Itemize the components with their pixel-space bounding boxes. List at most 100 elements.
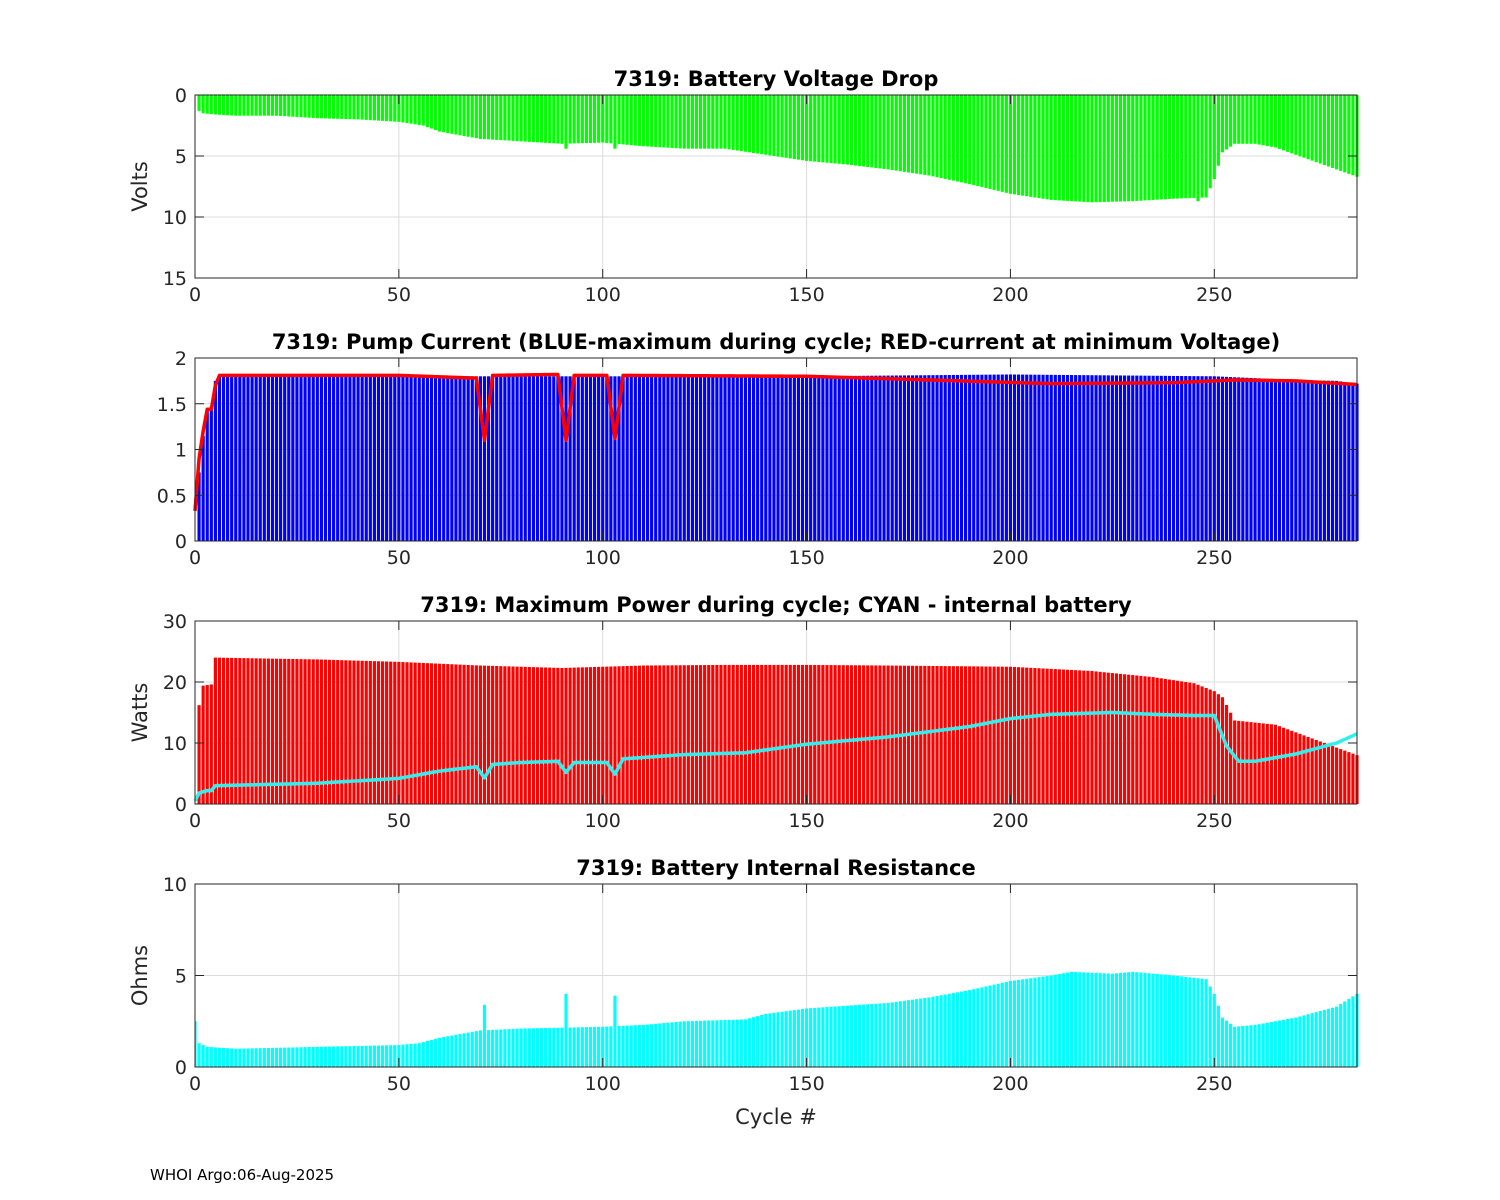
bar [747,95,752,153]
bar [348,1046,352,1067]
bar [332,1046,336,1067]
bar [955,992,960,1067]
bar [1049,975,1053,1067]
bar [1196,376,1200,541]
bar [650,665,654,804]
bar [682,665,686,804]
bar [739,664,743,804]
bar [417,1043,421,1067]
bar [898,1001,902,1067]
x-tick-label: 50 [387,1073,411,1095]
bar [1110,673,1114,804]
bar [650,1024,654,1067]
bar [511,376,515,541]
bar [666,376,670,541]
bar [352,660,356,804]
bar [503,95,507,141]
bar [539,95,544,143]
bar [1265,95,1269,146]
y-axis-label: Ohms [128,945,152,1006]
bar [703,95,707,149]
bar [389,1045,393,1067]
bar [250,376,254,541]
bar [279,1047,283,1067]
bar [1065,95,1070,201]
bar [1302,380,1306,541]
bar [274,1047,279,1067]
bar [678,1021,682,1067]
bar [401,376,405,541]
bar [535,1028,540,1067]
bar [1041,668,1045,804]
bar [1155,95,1159,200]
bar [1131,95,1135,202]
x-tick-label: 250 [1196,284,1232,306]
bar [466,1032,470,1067]
bar [429,1039,434,1067]
bar [1123,95,1127,202]
bar [751,664,756,804]
bar [857,1004,862,1067]
bar [1249,1025,1253,1067]
bar [307,95,311,118]
bar [429,376,434,541]
bar [1339,95,1343,171]
bar [1171,680,1176,804]
bar [800,95,805,161]
bar [291,1047,295,1067]
bar [254,95,258,116]
bar [992,666,996,804]
bar [682,95,686,149]
bar [486,95,491,140]
line-series [193,710,1358,802]
bar [283,95,287,117]
bar [1029,978,1033,1067]
bar [319,1046,323,1067]
bar [1041,976,1045,1067]
bar [401,1044,405,1067]
panel-3: 0 50 100 150 200 250 0 10 20 30 7319: Maximum Powe… [128,593,1359,832]
bar [258,658,262,804]
bar [817,1007,821,1067]
bar [221,376,226,541]
bar [890,375,894,541]
bar [951,95,955,181]
bar [845,665,849,804]
bar [560,1027,564,1067]
bar [1351,753,1355,804]
bar [531,1028,535,1067]
bar [1184,376,1188,541]
bar-series [197,374,1359,542]
bar [637,376,641,541]
bar [254,1048,258,1067]
bar [1118,673,1123,804]
bar [637,95,641,146]
bar [955,95,960,182]
bar [1294,379,1298,541]
bar [495,1029,499,1067]
bar [1314,1012,1318,1067]
bar [1065,374,1070,541]
bar [1298,380,1302,541]
bar [1033,977,1037,1067]
bar [666,1022,670,1067]
bar [315,376,319,541]
bar [1330,95,1335,168]
bar [1184,682,1188,804]
bar [1335,380,1339,542]
bar [1286,379,1290,541]
bar [450,376,454,541]
bar [478,665,482,804]
bar [209,95,213,115]
bar [466,95,470,137]
bar [641,1024,646,1067]
bar [503,666,507,804]
bar [882,665,886,804]
bar [1147,95,1151,201]
bar [1208,986,1212,1067]
bar [849,665,854,804]
bar [1090,671,1094,804]
bar [592,95,597,143]
bar [209,408,213,541]
bar [1000,666,1004,804]
